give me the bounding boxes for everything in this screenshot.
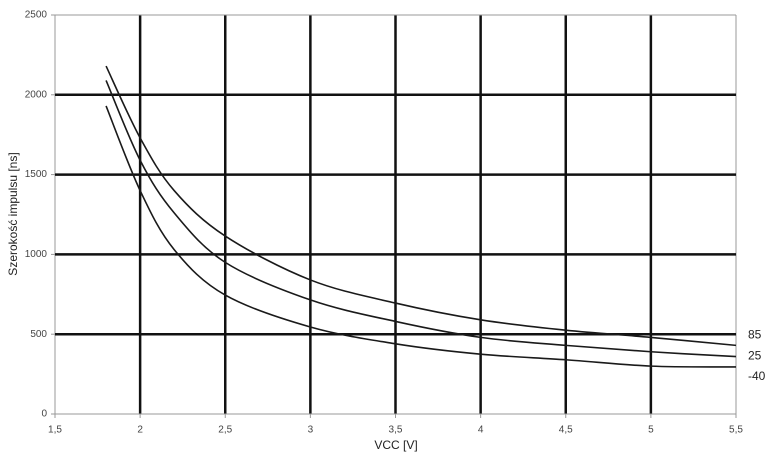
y-tick-label: 0: [41, 409, 47, 420]
y-tick-label: 1000: [25, 249, 48, 260]
series-label: 85: [748, 328, 762, 342]
x-tick-label: 5: [648, 425, 654, 436]
x-tick-label: 2: [137, 425, 143, 436]
x-tick-label: 3,5: [389, 425, 403, 436]
series-line: [105, 65, 737, 347]
x-tick-label: 1,5: [48, 425, 62, 436]
series-line: [105, 80, 737, 358]
series-label: 25: [748, 349, 762, 363]
x-tick-label: 4: [478, 425, 484, 436]
series-line: [105, 105, 737, 368]
y-tick-label: 500: [30, 329, 47, 340]
x-tick-label: 5,5: [729, 425, 743, 436]
x-tick-label: 3: [308, 425, 314, 436]
y-tick-label: 1500: [25, 169, 48, 180]
y-tick-label: 2500: [25, 10, 48, 21]
x-axis-title: VCC [V]: [374, 438, 417, 452]
series-label: -40: [748, 369, 766, 383]
y-axis-title: Szerokość impulsu [ns]: [6, 152, 20, 275]
y-tick-label: 2000: [25, 89, 48, 100]
x-tick-label: 2,5: [218, 425, 232, 436]
x-tick-label: 4,5: [559, 425, 573, 436]
